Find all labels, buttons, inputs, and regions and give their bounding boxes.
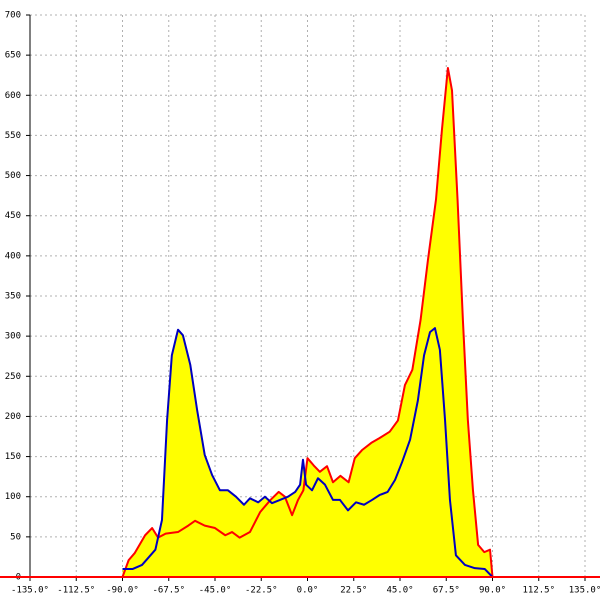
x-tick-label: 67.5°	[433, 586, 460, 596]
x-tick-label: -112.5°	[57, 586, 95, 596]
x-tick-label: 112.5°	[522, 586, 555, 596]
x-tick-label: 0.0°	[297, 586, 319, 596]
y-tick-label: 500	[5, 171, 21, 181]
y-tick-label: 450	[5, 211, 21, 221]
y-tick-label: 650	[5, 51, 21, 61]
line	[122, 327, 494, 578]
y-tick-label: 100	[5, 492, 21, 502]
x-tick-label: 22.5°	[340, 586, 367, 596]
y-tick-label: 150	[5, 452, 21, 462]
area	[122, 67, 493, 577]
y-tick-label: 200	[5, 412, 21, 422]
y-tick-label: 300	[5, 332, 21, 342]
x-tick-label: -90.0°	[106, 586, 139, 596]
y-tick-label: 400	[5, 251, 21, 261]
line	[121, 66, 494, 578]
y-tick-label: 550	[5, 131, 21, 141]
y-tick-label: 50	[10, 532, 21, 542]
x-tick-label: -22.5°	[245, 586, 278, 596]
x-tick-label: 45.0°	[386, 586, 413, 596]
y-tick-label: 600	[5, 91, 21, 101]
x-tick-label: -135.0°	[11, 586, 49, 596]
y-tick-label: 700	[5, 11, 21, 21]
y-tick-label: 250	[5, 372, 21, 382]
x-tick-label: -45.0°	[199, 586, 232, 596]
y-tick-label: 350	[5, 292, 21, 302]
area	[122, 328, 493, 577]
x-tick-label: 135.0°	[569, 586, 600, 596]
x-tick-label: 90.0°	[479, 586, 506, 596]
x-tick-label: -67.5°	[152, 586, 185, 596]
